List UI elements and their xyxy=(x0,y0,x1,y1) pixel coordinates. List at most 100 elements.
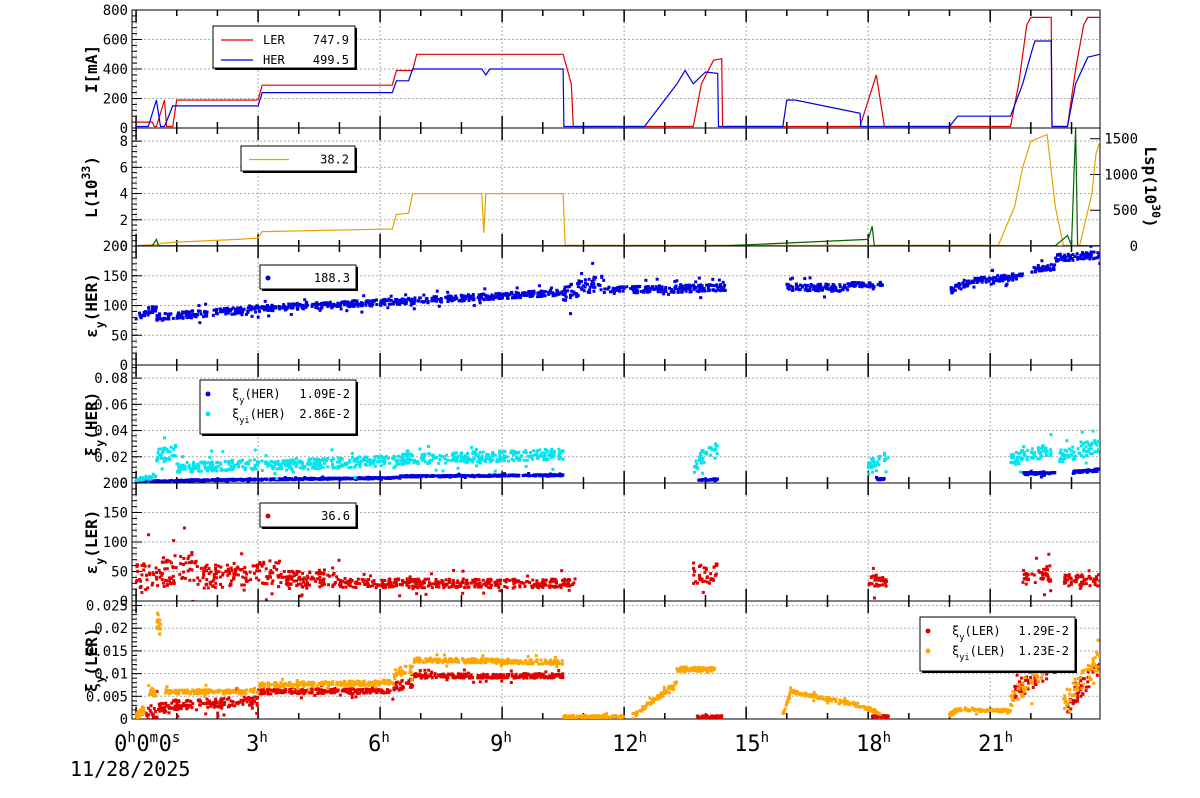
data-point xyxy=(511,579,515,583)
data-point xyxy=(202,573,206,577)
data-point xyxy=(313,461,317,465)
data-point xyxy=(1023,576,1027,580)
data-point xyxy=(144,311,148,315)
data-point xyxy=(1041,573,1045,577)
data-point xyxy=(878,455,882,459)
data-point xyxy=(230,465,234,469)
data-point xyxy=(297,570,301,574)
data-point xyxy=(313,458,317,462)
data-point xyxy=(197,478,201,482)
data-point xyxy=(410,579,414,583)
data-point xyxy=(289,306,293,310)
data-point xyxy=(530,457,534,461)
data-point xyxy=(418,584,422,588)
data-point xyxy=(1066,252,1070,256)
data-point xyxy=(552,453,556,457)
data-point xyxy=(455,584,459,588)
data-point xyxy=(1098,467,1100,471)
data-point xyxy=(515,580,519,584)
data-point xyxy=(1055,259,1059,263)
data-point xyxy=(245,460,249,464)
data-point xyxy=(461,577,465,581)
data-point xyxy=(883,453,887,457)
data-point xyxy=(702,478,706,482)
data-point xyxy=(341,585,345,589)
data-point xyxy=(453,474,457,478)
data-point xyxy=(710,578,714,582)
data-point xyxy=(697,458,701,462)
data-point xyxy=(315,462,319,466)
panel-frame xyxy=(131,600,1101,720)
data-point xyxy=(203,478,207,482)
data-point xyxy=(513,452,517,456)
data-point xyxy=(164,701,168,705)
data-point xyxy=(421,458,425,462)
data-point xyxy=(336,577,340,581)
data-point xyxy=(223,479,227,483)
data-point xyxy=(506,295,510,299)
data-point xyxy=(370,461,374,465)
data-point xyxy=(205,569,209,573)
data-point xyxy=(170,454,174,458)
data-point xyxy=(273,472,277,476)
data-point xyxy=(192,578,196,582)
data-point xyxy=(219,582,223,586)
data-point xyxy=(266,306,270,310)
data-point xyxy=(299,466,303,470)
data-point xyxy=(590,284,594,288)
data-point xyxy=(878,583,882,587)
data-point xyxy=(337,459,341,463)
data-point xyxy=(198,579,202,583)
data-point xyxy=(438,457,442,461)
data-point xyxy=(544,578,548,582)
data-point xyxy=(301,577,305,581)
data-point xyxy=(284,462,288,466)
data-point xyxy=(435,474,439,478)
data-point xyxy=(575,295,579,299)
data-point xyxy=(858,281,862,285)
data-point xyxy=(472,475,476,479)
data-point xyxy=(350,476,354,480)
data-point xyxy=(178,478,182,482)
data-point xyxy=(172,579,176,583)
data-point xyxy=(993,276,997,280)
data-point xyxy=(154,479,158,483)
data-point xyxy=(409,458,413,462)
data-point xyxy=(269,571,273,575)
data-point xyxy=(692,569,696,573)
data-point xyxy=(230,569,234,573)
data-point xyxy=(156,584,160,588)
data-point xyxy=(227,467,231,471)
data-point xyxy=(212,573,216,577)
data-point xyxy=(711,277,715,281)
data-point xyxy=(581,284,585,288)
data-point xyxy=(1036,264,1040,268)
data-point xyxy=(186,698,190,702)
data-point xyxy=(382,476,386,480)
data-point xyxy=(602,278,606,282)
data-point xyxy=(1065,449,1069,453)
data-point xyxy=(187,465,191,469)
data-point xyxy=(704,477,708,481)
data-point xyxy=(536,457,540,461)
data-point xyxy=(204,565,208,569)
data-point xyxy=(368,584,372,588)
data-point xyxy=(256,478,260,482)
data-point xyxy=(706,286,710,290)
data-point xyxy=(164,457,168,461)
data-point xyxy=(1020,274,1024,278)
data-point xyxy=(269,478,273,482)
data-point xyxy=(358,582,362,586)
data-point xyxy=(423,453,427,457)
data-point xyxy=(337,466,341,470)
data-point xyxy=(457,472,461,476)
data-point xyxy=(393,455,397,459)
data-point xyxy=(420,300,424,304)
data-point xyxy=(361,458,365,462)
data-point xyxy=(428,583,432,587)
data-point xyxy=(1058,457,1062,461)
data-point xyxy=(315,464,319,468)
data-point xyxy=(161,449,165,453)
data-point xyxy=(721,280,725,284)
